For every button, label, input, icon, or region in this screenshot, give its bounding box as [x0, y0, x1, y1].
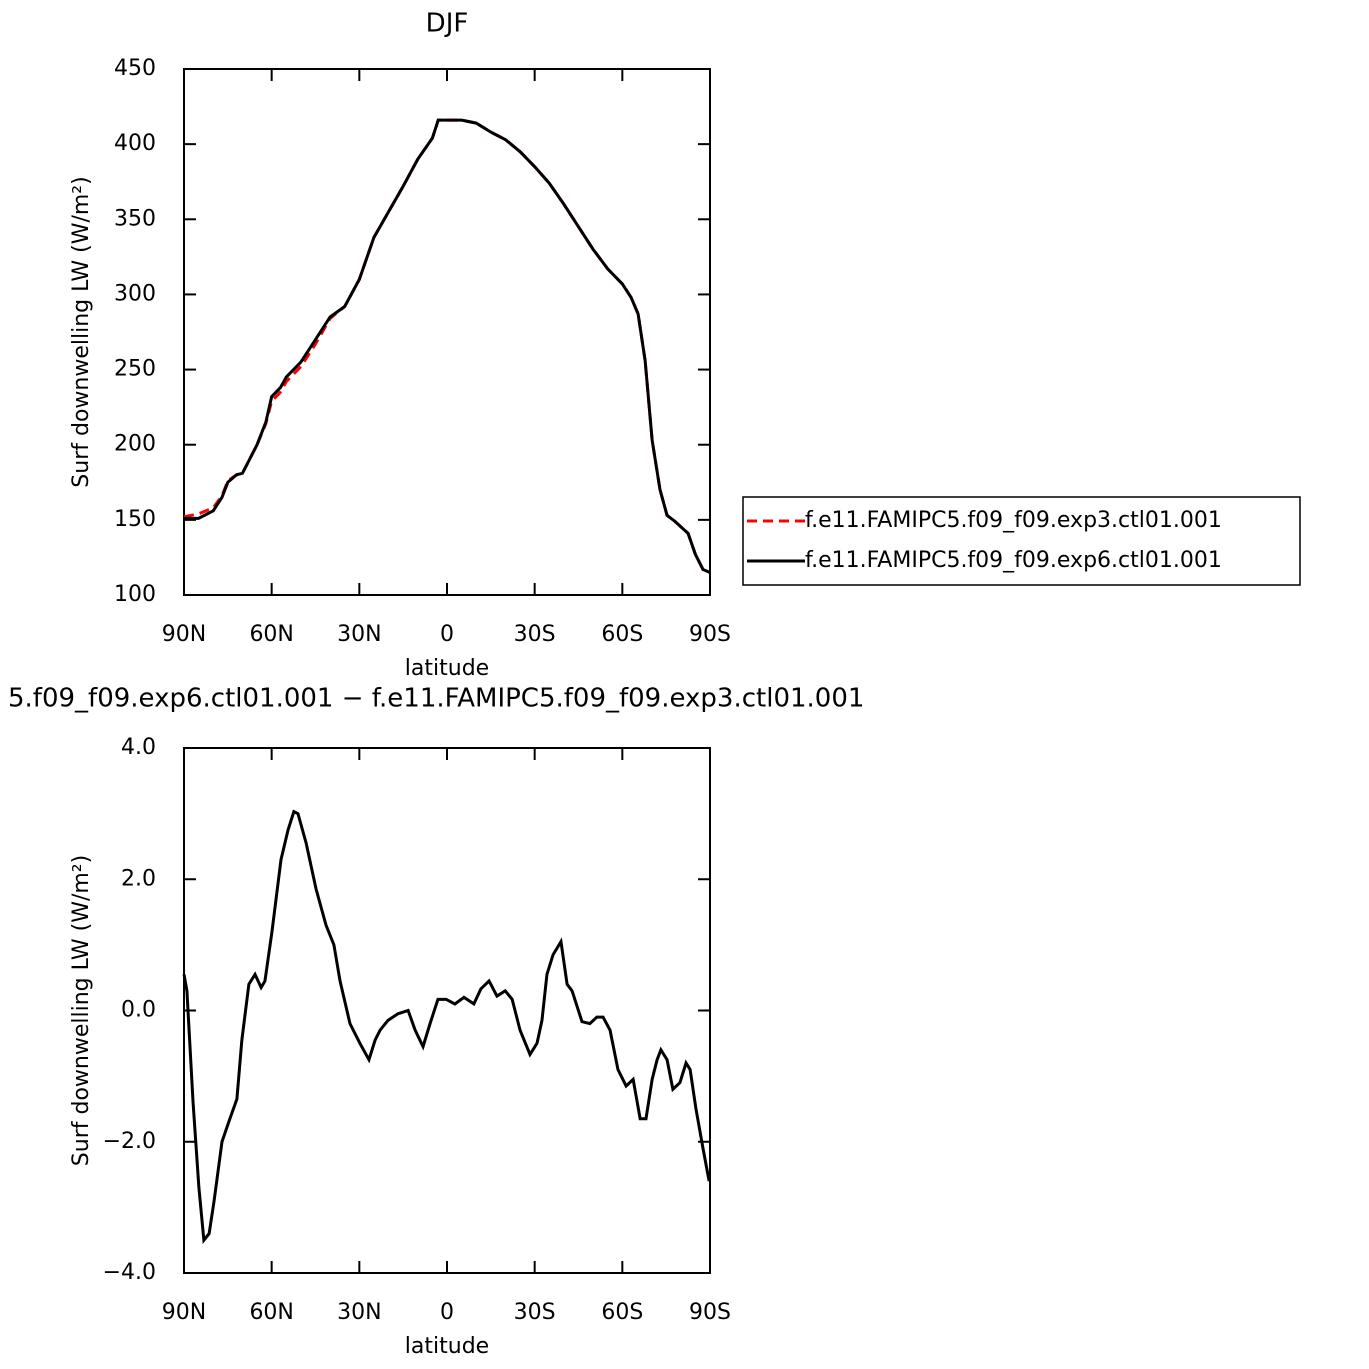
- y-tick-label: 0.0: [121, 998, 156, 1023]
- y-axis-label: Surf downwelling LW (W/m²): [69, 855, 94, 1166]
- y-tick-label: 150: [114, 507, 156, 532]
- y-tick-label: −2.0: [103, 1129, 156, 1154]
- data-line: [184, 118, 711, 574]
- data-line: [183, 118, 711, 574]
- plot-frame: [183, 68, 711, 596]
- y-tick-label: 100: [114, 582, 156, 607]
- y-tick-label: 4.0: [121, 735, 156, 760]
- legend-label: f.e11.FAMIPC5.f09_f09.exp6.ctl01.001: [805, 548, 1222, 573]
- x-tick-label: 60S: [601, 1300, 643, 1325]
- legend-label: f.e11.FAMIPC5.f09_f09.exp3.ctl01.001: [805, 508, 1222, 533]
- y-tick-label: 300: [114, 281, 156, 306]
- x-tick-label: 30S: [514, 622, 556, 647]
- y-axis-label: Surf downwelling LW (W/m²): [69, 176, 94, 487]
- x-tick-label: 60N: [249, 622, 293, 647]
- x-axis-label: latitude: [405, 1334, 489, 1359]
- y-tick-label: 250: [114, 357, 156, 382]
- x-tick-label: 60N: [249, 1300, 293, 1325]
- chart-title: 5.f09_f09.exp6.ctl01.001 − f.e11.FAMIPC5…: [8, 684, 864, 714]
- x-tick-label: 30N: [337, 622, 381, 647]
- x-tick-label: 0: [440, 622, 454, 647]
- x-tick-label: 90S: [689, 622, 731, 647]
- plot-frame: [183, 747, 711, 1274]
- x-tick-label: 0: [440, 1300, 454, 1325]
- data-line: [182, 809, 711, 1245]
- x-tick-label: 30N: [337, 1300, 381, 1325]
- y-tick-label: 200: [114, 432, 156, 457]
- legend-box: [742, 496, 1301, 586]
- y-tick-label: 2.0: [121, 866, 156, 891]
- y-tick-label: 350: [114, 206, 156, 231]
- x-tick-label: 30S: [514, 1300, 556, 1325]
- x-tick-label: 90N: [162, 1300, 206, 1325]
- x-axis-label: latitude: [405, 656, 489, 681]
- chart-title: DJF: [426, 9, 469, 39]
- y-tick-label: 400: [114, 131, 156, 156]
- y-tick-label: −4.0: [103, 1260, 156, 1285]
- x-tick-label: 90N: [162, 622, 206, 647]
- y-tick-label: 450: [114, 56, 156, 81]
- x-tick-label: 90S: [689, 1300, 731, 1325]
- x-tick-label: 60S: [601, 622, 643, 647]
